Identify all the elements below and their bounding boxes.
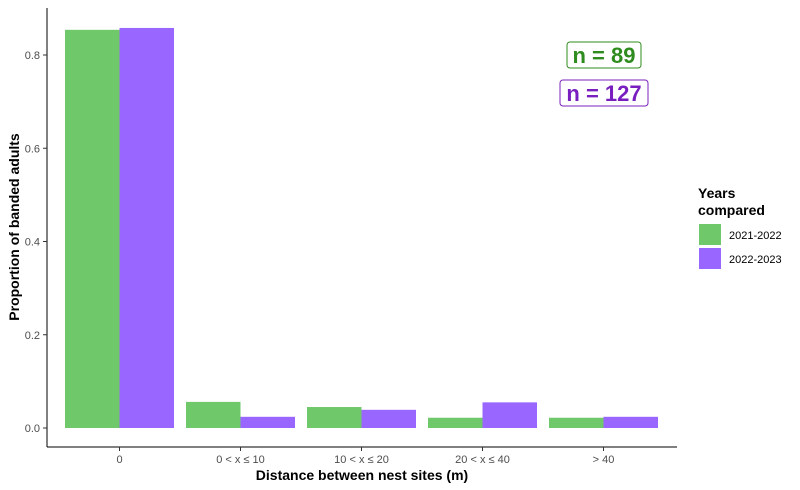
legend-title-line-1: Years — [698, 185, 736, 201]
y-axis-title: Proportion of banded adults — [6, 133, 22, 321]
annotation-n-2022: n = 127 — [566, 81, 641, 106]
bar-2021-2022-cat-0 — [65, 29, 120, 428]
bar-2021-2022-cat-3 — [428, 417, 483, 428]
x-tick-label: > 40 — [593, 454, 615, 466]
annotation-n-2021-box — [566, 41, 642, 69]
y-ticks-group: 0.0 0.2 0.4 0.6 0.8 — [25, 50, 47, 435]
y-tick-label: 0.8 — [25, 50, 40, 62]
legend-label-2021-2022: 2021-2022 — [729, 230, 782, 242]
y-tick-label: 0.2 — [25, 330, 40, 342]
bars-group — [65, 27, 658, 429]
bar-2022-2023-cat-3 — [482, 402, 537, 428]
legend-title-line-2: compared — [698, 202, 765, 218]
y-tick-label: 0.6 — [25, 143, 40, 155]
x-axis-title: Distance between nest sites (m) — [256, 467, 468, 483]
x-tick-label: 0 < x ≤ 10 — [216, 454, 265, 466]
bar-2022-2023-cat-4 — [603, 416, 658, 428]
legend-label-2022-2023: 2022-2023 — [729, 254, 782, 266]
x-tick-label: 10 < x ≤ 20 — [334, 454, 389, 466]
bar-2021-2022-cat-4 — [549, 417, 604, 428]
x-tick-label: 20 < x ≤ 40 — [455, 454, 510, 466]
bar-2022-2023-cat-1 — [240, 416, 295, 428]
bar-2022-2023-cat-0 — [119, 27, 174, 429]
legend: Years compared 2021-2022 2022-2023 — [698, 185, 782, 269]
annotations-group: n = 89 n = 127 — [559, 41, 649, 107]
y-tick-label: 0.4 — [25, 237, 40, 249]
legend-swatch-2022-2023 — [699, 248, 721, 269]
annotation-n-2021: n = 89 — [573, 43, 636, 68]
legend-swatch-2021-2022 — [699, 224, 721, 245]
y-tick-label: 0.0 — [25, 423, 40, 435]
bar-2021-2022-cat-1 — [186, 401, 241, 428]
x-ticks-group: 0 0 < x ≤ 10 10 < x ≤ 20 20 < x ≤ 40 > 40 — [116, 447, 614, 466]
bar-2022-2023-cat-2 — [361, 409, 416, 428]
x-tick-label: 0 — [116, 454, 122, 466]
bar-2021-2022-cat-2 — [307, 407, 362, 428]
annotation-n-2022-box — [559, 79, 649, 107]
